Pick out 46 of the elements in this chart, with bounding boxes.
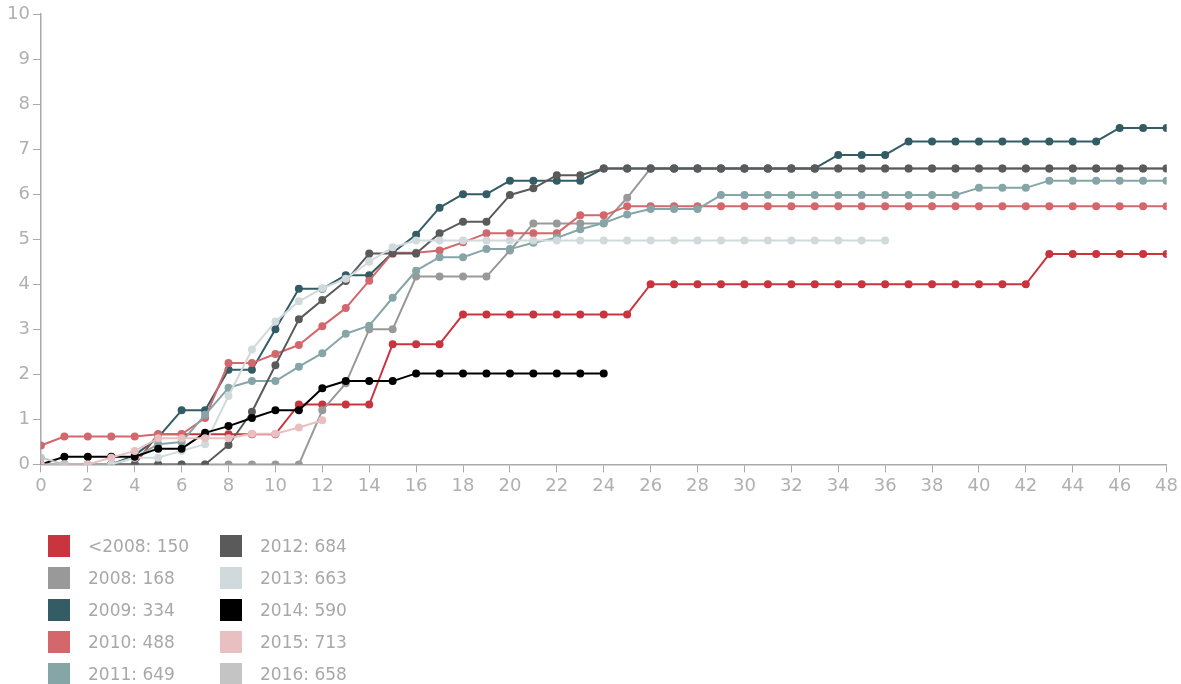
y-tick-label: 5 — [18, 226, 30, 248]
y-tick-label: 4 — [18, 271, 30, 293]
x-tick-label: 36 — [873, 473, 897, 495]
x-tick-label: 14 — [357, 473, 381, 495]
y-tick-label: 2 — [18, 361, 30, 383]
x-tick-label: 34 — [826, 473, 850, 495]
x-tick-label: 16 — [404, 473, 428, 495]
x-tick-label: 40 — [967, 473, 991, 495]
legend-label: 2016: 658 — [260, 664, 347, 684]
x-tick-label: 4 — [128, 473, 141, 495]
y-tick-label: 8 — [18, 91, 30, 113]
legend-label: 2012: 684 — [260, 536, 347, 556]
x-tick-label: 0 — [35, 473, 47, 495]
x-tick-label: 30 — [732, 473, 756, 495]
x-tick-label: 22 — [545, 473, 569, 495]
x-tick-label: 18 — [451, 473, 475, 495]
x-tick-label: 2 — [82, 473, 94, 495]
legend-label: 2015: 713 — [260, 632, 347, 652]
x-tick-label: 38 — [920, 473, 944, 495]
x-tick-label: 8 — [222, 473, 235, 495]
y-tick-label: 6 — [18, 181, 30, 203]
y-tick-label: 1 — [18, 407, 30, 429]
x-tick-label: 46 — [1108, 473, 1132, 495]
legend-label: 2014: 590 — [260, 600, 347, 620]
legend-label: 2010: 488 — [88, 632, 175, 652]
x-tick-label: 12 — [310, 473, 334, 495]
x-tick-label: 28 — [686, 473, 709, 495]
legend-label: <2008: 150 — [88, 536, 190, 556]
y-tick-label: 0 — [18, 452, 30, 474]
legend-label: 2008: 168 — [88, 568, 175, 588]
legend-label: 2011: 649 — [88, 664, 175, 684]
x-tick-label: 6 — [175, 473, 188, 495]
x-tick-label: 26 — [639, 473, 663, 495]
y-tick-label: 7 — [18, 136, 30, 158]
legend-label: 2013: 663 — [260, 568, 347, 588]
x-tick-label: 42 — [1014, 473, 1038, 495]
x-tick-label: 24 — [592, 473, 616, 495]
x-tick-label: 32 — [779, 473, 803, 495]
y-tick-label: 10 — [7, 1, 30, 23]
x-tick-label: 48 — [1155, 473, 1178, 495]
legend-label: 2009: 334 — [88, 600, 175, 620]
x-tick-label: 20 — [498, 473, 522, 495]
x-tick-label: 44 — [1061, 473, 1085, 495]
y-tick-label: 3 — [18, 316, 30, 338]
x-tick-label: 10 — [263, 473, 287, 495]
y-tick-label: 9 — [18, 46, 30, 68]
